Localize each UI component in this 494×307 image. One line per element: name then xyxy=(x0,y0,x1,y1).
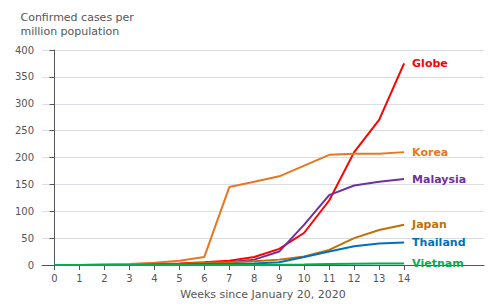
svg-text:250: 250 xyxy=(15,125,34,136)
svg-text:11: 11 xyxy=(323,273,336,284)
svg-text:13: 13 xyxy=(373,273,386,284)
svg-text:million population: million population xyxy=(20,25,119,38)
svg-text:0: 0 xyxy=(51,273,57,284)
svg-text:0: 0 xyxy=(28,260,34,271)
svg-text:3: 3 xyxy=(126,273,132,284)
svg-text:Confirmed cases per: Confirmed cases per xyxy=(20,11,134,24)
svg-text:5: 5 xyxy=(176,273,182,284)
svg-text:8: 8 xyxy=(251,273,257,284)
svg-text:14: 14 xyxy=(398,273,411,284)
svg-text:1: 1 xyxy=(76,273,82,284)
svg-text:50: 50 xyxy=(21,233,34,244)
svg-text:Thailand: Thailand xyxy=(412,236,465,249)
svg-text:10: 10 xyxy=(298,273,311,284)
svg-text:Weeks since January 20, 2020: Weeks since January 20, 2020 xyxy=(180,288,346,301)
svg-text:100: 100 xyxy=(15,206,34,217)
svg-text:Korea: Korea xyxy=(412,146,448,159)
svg-text:12: 12 xyxy=(348,273,361,284)
svg-text:200: 200 xyxy=(15,152,34,163)
svg-text:350: 350 xyxy=(15,71,34,82)
svg-text:6: 6 xyxy=(201,273,207,284)
svg-text:Globe: Globe xyxy=(412,57,448,70)
svg-text:9: 9 xyxy=(276,273,282,284)
svg-text:300: 300 xyxy=(15,98,34,109)
svg-text:4: 4 xyxy=(151,273,157,284)
svg-text:Japan: Japan xyxy=(411,218,447,231)
svg-text:7: 7 xyxy=(226,273,232,284)
svg-text:Malaysia: Malaysia xyxy=(412,173,466,186)
svg-text:400: 400 xyxy=(15,45,34,56)
svg-text:150: 150 xyxy=(15,179,34,190)
svg-text:Vietnam: Vietnam xyxy=(412,257,464,270)
svg-text:2: 2 xyxy=(101,273,107,284)
